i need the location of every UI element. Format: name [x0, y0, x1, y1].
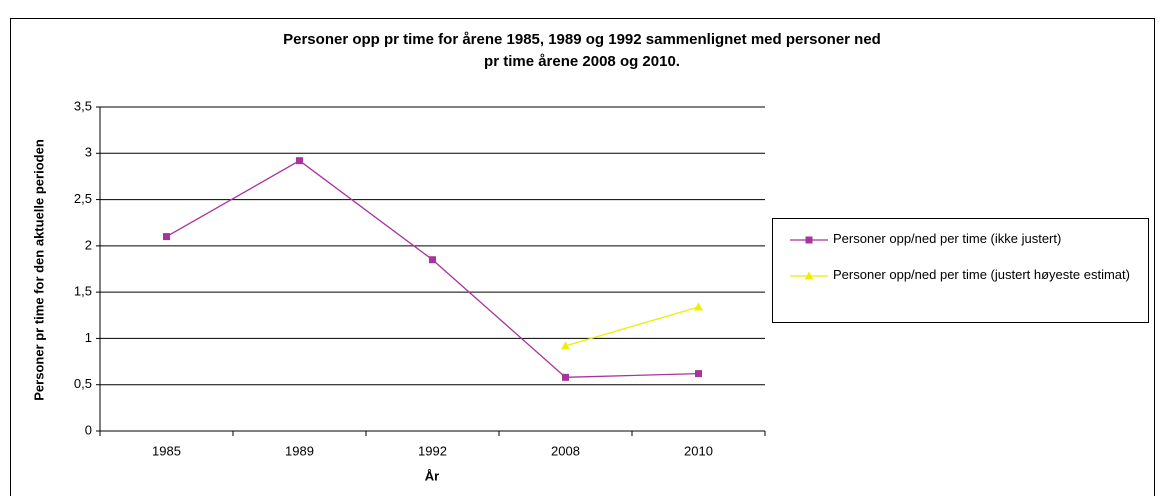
x-axis-title: År — [425, 468, 439, 483]
legend-box — [772, 218, 1149, 323]
marker — [695, 370, 702, 378]
marker — [805, 236, 813, 244]
chart-title: pr time årene 2008 og 2010. — [484, 53, 680, 70]
legend-label: Personer opp/ned per time (ikke justert) — [833, 231, 1061, 246]
y-tick-label: 2,5 — [74, 191, 92, 206]
legend-label: Personer opp/ned per time (justert høyes… — [833, 267, 1130, 282]
marker — [429, 256, 436, 264]
y-tick-label: 3,5 — [74, 98, 92, 113]
x-tick-label: 1985 — [152, 443, 181, 458]
y-tick-label: 1 — [85, 330, 92, 345]
marker — [804, 271, 814, 280]
marker — [163, 233, 170, 241]
y-tick-label: 1,5 — [74, 284, 92, 299]
x-tick-label: 2008 — [551, 443, 580, 458]
y-axis-title: Personer pr time for den aktuelle period… — [31, 139, 46, 401]
y-tick-label: 2 — [85, 237, 92, 252]
marker — [562, 373, 569, 381]
x-tick-label: 1992 — [418, 443, 447, 458]
series-line — [565, 306, 699, 347]
marker — [694, 302, 703, 311]
x-tick-label: 2010 — [684, 443, 713, 458]
marker — [296, 157, 303, 165]
x-tick-label: 1989 — [285, 443, 314, 458]
marker — [561, 341, 570, 350]
chart-title: Personer opp pr time for årene 1985, 198… — [283, 31, 881, 48]
y-tick-label: 3 — [85, 145, 92, 160]
y-tick-label: 0 — [85, 422, 92, 437]
y-tick-label: 0,5 — [74, 376, 92, 391]
